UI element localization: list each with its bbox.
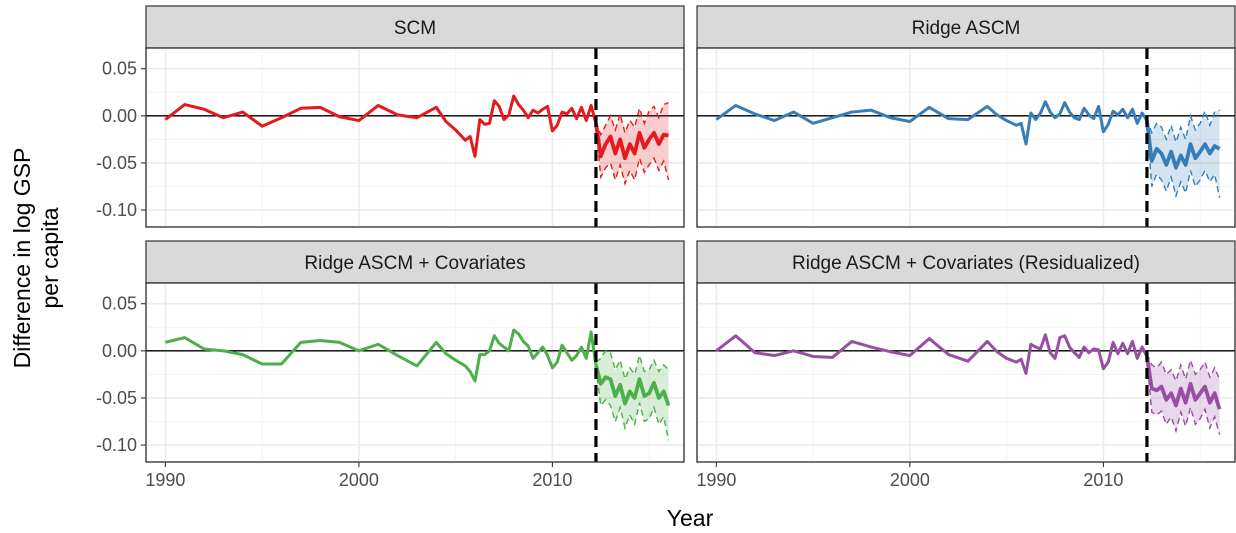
- band-upper-line: [1146, 109, 1220, 145]
- panel-area: [696, 47, 1236, 228]
- y-tick-label: -0.10: [96, 435, 137, 455]
- x-axis-title: Year: [667, 505, 714, 531]
- panel-strip: [145, 240, 685, 284]
- x-tick-label: 2000: [890, 470, 930, 490]
- band-upper-line: [1146, 353, 1221, 384]
- series-line-pre: [164, 94, 598, 158]
- panel-3: Ridge ASCM + Covariates 0.05 0.00 -0.05 -0.1…: [96, 240, 685, 490]
- y-axis-title: Difference in log GSP per capita: [9, 148, 63, 369]
- series-line-post: [1145, 356, 1222, 410]
- series-line-post: [1145, 120, 1221, 170]
- panel-1: SCM 0.05 0.00 -0.05 -0.10: [96, 5, 685, 228]
- series-line-post: [594, 123, 669, 161]
- y-tick-label: -0.05: [96, 388, 137, 408]
- panel-frame: [696, 282, 1236, 463]
- band-lower-line: [1146, 123, 1221, 199]
- panel-area: [145, 282, 685, 463]
- y-tick-label: 0.00: [102, 106, 137, 126]
- band-lower-line: [595, 367, 670, 441]
- series-line-pre: [715, 333, 1149, 375]
- panel-title: Ridge ASCM + Covariates (Residualized): [792, 253, 1140, 274]
- confidence-band: [595, 102, 669, 184]
- x-tick-label: 1990: [145, 470, 185, 490]
- y-tick-label: 0.00: [102, 341, 137, 361]
- panel-4: Ridge ASCM + Covariates (Residualized) 19…: [696, 240, 1236, 490]
- x-tick-label: 1990: [696, 470, 736, 490]
- panel-title: Ridge ASCM + Covariates: [304, 253, 525, 274]
- panel-frame: [145, 47, 685, 228]
- y-tick-label: 0.05: [102, 59, 137, 79]
- y-tick-label: -0.10: [96, 200, 137, 220]
- panel-frame: [145, 282, 685, 463]
- band-lower-line: [595, 125, 670, 187]
- series-line-pre: [715, 100, 1149, 146]
- y-tick-label: -0.05: [96, 153, 137, 173]
- panel-title: SCM: [394, 18, 436, 39]
- y-axis-title-line-1: Difference in log GSP: [9, 148, 35, 369]
- panel-strip: [696, 240, 1236, 284]
- band-upper-line: [595, 349, 670, 382]
- confidence-band: [1146, 110, 1220, 198]
- y-tick-label: 0.05: [102, 294, 137, 314]
- panel-strip: [696, 5, 1236, 49]
- x-tick-label: 2000: [339, 470, 379, 490]
- panel-2: Ridge ASCM: [696, 5, 1236, 228]
- panel-area: [696, 282, 1236, 463]
- series-line-pre: [164, 328, 598, 383]
- series-line-post: [594, 364, 671, 407]
- chart-panels: SCM 0.05 0.00 -0.05 -0.10 Ridge ASCM Ridge ASC…: [96, 5, 1236, 490]
- panel-area: [145, 47, 685, 228]
- band-upper-line: [595, 101, 669, 137]
- x-tick-label: 2010: [532, 470, 572, 490]
- x-tick-label: 2010: [1083, 470, 1123, 490]
- band-lower-line: [1146, 359, 1221, 435]
- panel-strip: [145, 5, 685, 49]
- panel-frame: [696, 47, 1236, 228]
- panel-title: Ridge ASCM: [912, 18, 1021, 39]
- y-axis-title-line-2: per capita: [37, 207, 63, 308]
